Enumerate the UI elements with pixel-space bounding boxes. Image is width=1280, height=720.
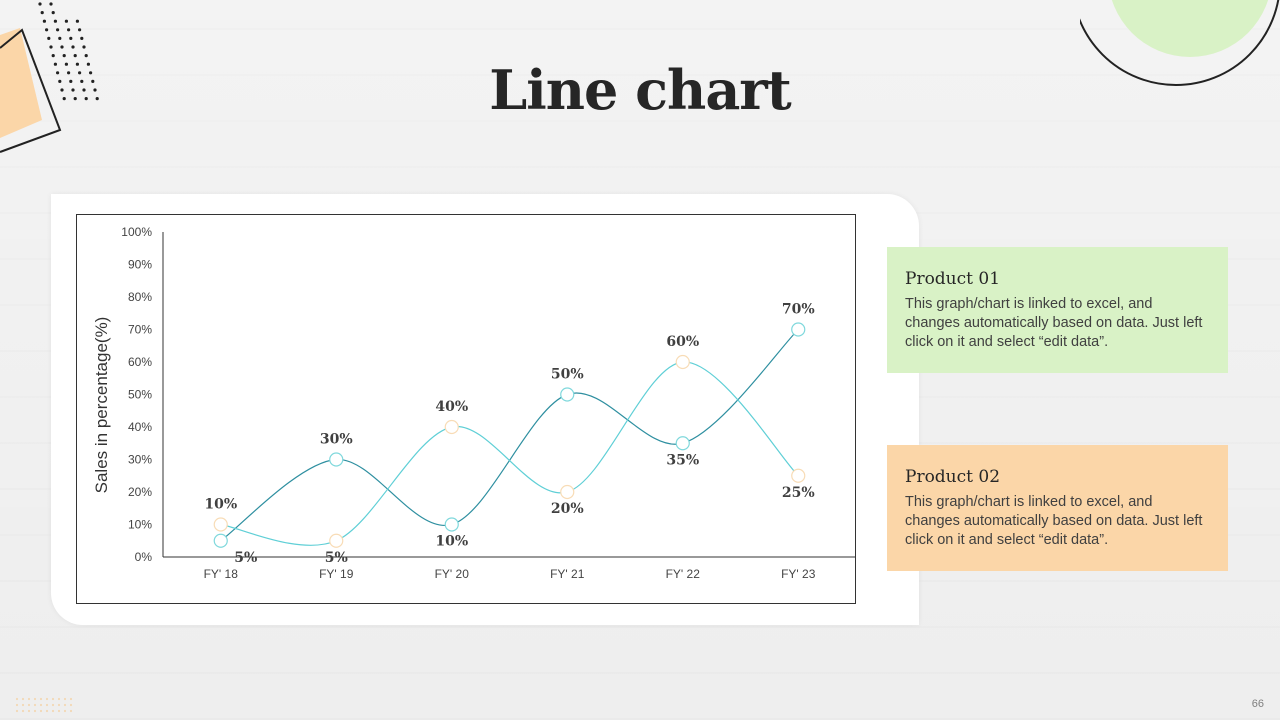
data-label: 70% [782,302,815,318]
data-label: 5% [325,550,348,566]
page-number: 66 [1251,698,1264,710]
x-tick-label: FY' 23 [781,567,816,581]
corner-circle-decoration [1080,0,1280,86]
data-label: 20% [551,501,584,517]
y-tick-label: 0% [135,550,153,564]
x-tick-label: FY' 21 [550,567,585,581]
series-2-point [329,533,344,548]
data-label: 40% [435,399,468,415]
legend-description: This graph/chart is linked to excel, and… [905,296,1203,350]
series-1-point [444,517,459,532]
data-label: 10% [204,497,237,513]
series-1-point [560,387,575,402]
series-1-line [220,329,799,542]
page-title: Line chart [489,58,791,122]
y-tick-label: 50% [128,388,152,402]
y-tick-label: 40% [128,420,152,434]
y-tick-label: 20% [128,485,152,499]
y-axis-label: Sales in percentage(%) [92,316,111,494]
x-tick-label: FY' 20 [435,567,470,581]
y-tick-label: 60% [128,355,152,369]
y-tick-label: 10% [128,518,152,532]
x-tick-label: FY' 18 [204,567,239,581]
legend-product-01: Product 01 This graph/chart is linked to… [887,247,1228,373]
legend-title: Product 02 [905,467,1001,487]
series-2-point [791,468,806,483]
legend-title: Product 01 [905,269,1001,289]
series-1-point [791,322,806,337]
legend-product-02: Product 02 This graph/chart is linked to… [887,445,1228,571]
data-label: 30% [320,432,353,448]
data-label: 10% [435,534,468,550]
dot-pattern-decoration [15,697,73,713]
y-tick-label: 90% [128,258,152,272]
series-1-point [675,436,690,451]
corner-decoration-top-left [0,2,99,153]
series-2-point [560,484,575,500]
series-1-point [329,452,344,467]
data-label: 25% [782,485,815,501]
x-tick-label: FY' 19 [319,567,354,581]
data-label: 35% [666,452,699,468]
series-2-line [220,361,799,546]
data-label: 60% [666,334,699,350]
series-2-point [213,517,228,532]
legend-description: This graph/chart is linked to excel, and… [905,494,1203,548]
y-tick-label: 80% [128,290,152,304]
x-tick-label: FY' 22 [666,567,701,581]
series-2-point [675,354,690,370]
y-tick-label: 70% [128,323,152,337]
chart-frame[interactable] [76,214,856,604]
y-tick-label: 30% [128,453,152,467]
data-label: 5% [234,550,257,566]
y-tick-label: 100% [121,225,152,239]
data-label: 50% [551,367,584,383]
series-1-point [213,533,228,548]
series-2-point [444,419,459,435]
